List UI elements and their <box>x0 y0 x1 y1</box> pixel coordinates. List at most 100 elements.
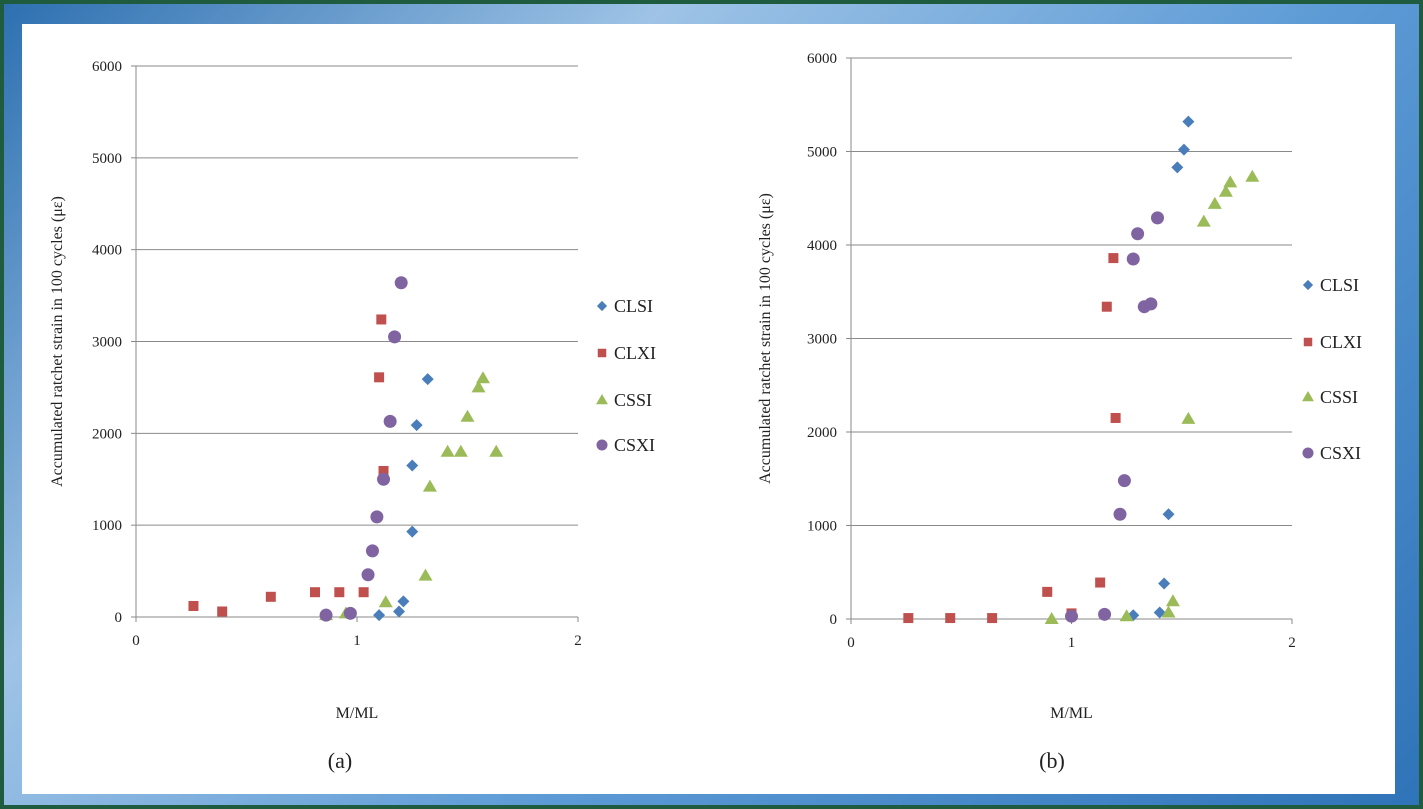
x-tick-label: 0 <box>847 635 855 651</box>
legend-marker-clsi <box>596 300 608 312</box>
y-tick-label: 6000 <box>807 51 837 67</box>
data-point-csxi <box>394 276 408 290</box>
legend-marker-cssi <box>1302 391 1314 402</box>
y-tick-label: 3000 <box>807 332 837 348</box>
x-axis-title: M/ML <box>336 705 379 722</box>
y-tick-label: 2000 <box>807 425 837 441</box>
legend-label-cssi: CSSI <box>614 390 652 410</box>
data-point-cssi <box>453 444 468 457</box>
data-point-csxi <box>365 544 379 558</box>
legend-marker-clxi <box>597 348 607 358</box>
data-point-csxi <box>1126 252 1140 266</box>
x-tick-label: 1 <box>1068 635 1076 651</box>
data-point-csxi <box>1150 211 1164 225</box>
series-clsi <box>373 373 434 622</box>
data-point-clxi <box>376 314 387 325</box>
data-point-csxi <box>1113 507 1127 521</box>
data-point-csxi <box>377 472 391 486</box>
data-point-clsi <box>421 373 434 386</box>
data-point-clsi <box>392 605 405 618</box>
y-tick-label: 0 <box>115 610 123 626</box>
data-point-csxi <box>343 606 357 620</box>
y-tick-label: 5000 <box>92 151 122 167</box>
data-point-cssi <box>489 444 504 457</box>
data-point-clxi <box>1108 253 1119 264</box>
legend-label-csxi: CSXI <box>614 435 655 455</box>
data-point-csxi <box>1131 227 1145 241</box>
y-tick-label: 4000 <box>92 243 122 259</box>
x-tick-label: 2 <box>574 633 582 649</box>
data-point-clsi <box>1171 161 1184 174</box>
data-point-clsi <box>410 419 423 432</box>
y-tick-label: 0 <box>830 612 838 628</box>
data-point-cssi <box>460 409 475 422</box>
legend-label-csxi: CSXI <box>1320 443 1361 463</box>
series-cssi <box>1044 169 1260 624</box>
series-csxi <box>319 276 408 622</box>
data-point-cssi <box>378 595 393 608</box>
series-csxi <box>1065 211 1164 623</box>
data-point-csxi <box>370 510 384 524</box>
data-point-csxi <box>1144 297 1158 311</box>
data-point-clxi <box>987 613 998 624</box>
legend-marker-cssi <box>596 394 608 405</box>
y-tick-label: 2000 <box>92 426 122 442</box>
data-point-csxi <box>388 330 402 344</box>
data-point-clsi <box>1162 508 1175 521</box>
data-point-clsi <box>406 459 419 472</box>
data-point-cssi <box>418 568 433 581</box>
data-point-clxi <box>265 591 276 602</box>
data-point-clxi <box>1042 586 1053 597</box>
data-point-csxi <box>319 608 333 622</box>
chart-panel-b: 0 1000 2000 3000 4000 5000 6000 0 1 2 M/ML Accumula… <box>757 51 1362 773</box>
data-point-cssi <box>1207 196 1222 209</box>
data-point-cssi <box>1044 612 1059 624</box>
legend: CLSI CLXI CSSI CSXI <box>596 296 656 455</box>
x-tick-label: 1 <box>353 633 361 649</box>
data-point-clsi <box>397 595 410 608</box>
data-point-clxi <box>358 587 369 598</box>
legend-marker-clxi <box>1303 337 1313 347</box>
data-point-csxi <box>1065 609 1078 623</box>
data-point-clsi <box>1182 115 1195 128</box>
data-point-cssi <box>1245 169 1260 182</box>
legend-label-clxi: CLXI <box>614 343 656 363</box>
series-cssi <box>319 371 504 621</box>
charts-canvas: 0 1000 2000 3000 4000 5000 6000 0 1 2 M/ML Accumula… <box>49 51 1362 773</box>
data-point-clxi <box>217 606 228 617</box>
legend-label-clxi: CLXI <box>1320 332 1362 352</box>
x-tick-label: 0 <box>132 633 140 649</box>
data-point-csxi <box>361 568 375 582</box>
y-tick-label: 5000 <box>807 145 837 161</box>
data-point-clxi <box>1095 577 1106 588</box>
data-point-csxi <box>1098 607 1112 621</box>
data-point-clxi <box>1110 412 1121 423</box>
y-tick-label: 1000 <box>807 519 837 535</box>
data-point-cssi <box>422 479 437 492</box>
data-point-clxi <box>378 465 389 476</box>
data-point-cssi <box>1181 411 1196 424</box>
data-point-cssi <box>1196 214 1211 227</box>
y-axis-title: Accumulated ratchet strain in 100 cycles… <box>49 196 66 487</box>
data-point-clsi <box>1177 143 1190 156</box>
y-tick-label: 3000 <box>92 335 122 351</box>
data-point-clsi <box>373 609 386 622</box>
data-point-cssi <box>1165 594 1180 607</box>
data-point-cssi <box>475 371 490 384</box>
y-tick-label: 6000 <box>92 59 122 75</box>
data-point-clxi <box>310 587 321 598</box>
chart-panel-a: 0 1000 2000 3000 4000 5000 6000 0 1 2 M/ML Accumula… <box>49 59 656 773</box>
panel-label: (b) <box>1039 748 1065 773</box>
slide: 0 1000 2000 3000 4000 5000 6000 0 1 2 M/ML Accumula… <box>22 24 1395 794</box>
legend-marker-csxi <box>1302 447 1314 459</box>
legend-label-clsi: CLSI <box>1320 275 1359 295</box>
data-point-clxi <box>374 372 385 383</box>
data-point-clxi <box>903 613 914 624</box>
legend-label-cssi: CSSI <box>1320 387 1358 407</box>
panel-label: (a) <box>328 748 352 773</box>
data-point-cssi <box>1119 609 1134 622</box>
data-point-cssi <box>1218 184 1233 197</box>
legend-marker-clsi <box>1302 279 1314 291</box>
y-axis-title: Accumulated ratchet strain in 100 cycles… <box>757 193 774 484</box>
